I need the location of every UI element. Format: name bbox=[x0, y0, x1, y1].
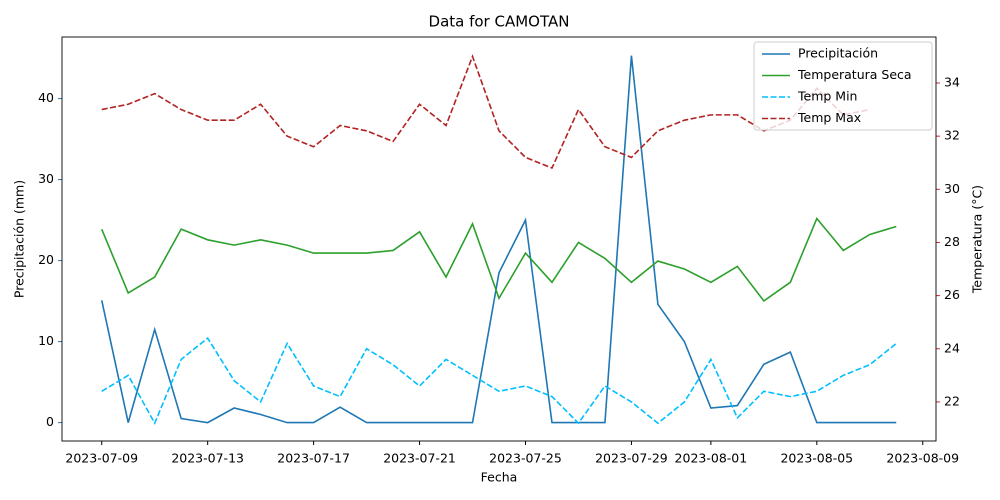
y2-axis-label: Temperatura (°C) bbox=[970, 185, 985, 294]
y-tick-label: 40 bbox=[38, 90, 54, 105]
x-axis-label: Fecha bbox=[481, 470, 518, 485]
y-tick-label: 30 bbox=[38, 171, 54, 186]
y-axis-label: Precipitación (mm) bbox=[12, 180, 27, 298]
series-line bbox=[100, 216, 897, 303]
series-line bbox=[101, 54, 870, 170]
x-tick-label: 2023-07-17 bbox=[277, 451, 350, 466]
y2-tick-label: 26 bbox=[944, 287, 960, 302]
legend-label: Temp Min bbox=[797, 89, 857, 104]
x-tick-label: 2023-08-05 bbox=[780, 451, 853, 466]
legend: Precipitación Temperatura Seca Temp Min Tem… bbox=[753, 41, 933, 131]
y-tick-label: 0 bbox=[46, 414, 54, 429]
x-tick-label: 2023-07-13 bbox=[171, 451, 244, 466]
legend-label: Temp Max bbox=[797, 110, 861, 125]
legend-label: Temperatura Seca bbox=[797, 67, 912, 82]
y2-tick-label: 30 bbox=[944, 181, 960, 196]
y2-tick-label: 24 bbox=[944, 340, 960, 355]
series-line bbox=[100, 55, 897, 424]
y-tick-label: 20 bbox=[38, 252, 54, 267]
x-tick-label: 2023-08-01 bbox=[675, 451, 748, 466]
y2-tick-label: 28 bbox=[944, 234, 960, 249]
plot-frame bbox=[61, 36, 937, 442]
x-tick-label: 2023-07-09 bbox=[65, 451, 138, 466]
x-tick-label: 2023-07-25 bbox=[489, 451, 562, 466]
x-tick-label: 2023-08-09 bbox=[886, 451, 959, 466]
chart-title: Data for CAMOTAN bbox=[429, 13, 570, 31]
x-tick-label: 2023-07-29 bbox=[595, 451, 668, 466]
legend-label: Precipitación bbox=[798, 46, 878, 61]
y-tick-label: 10 bbox=[38, 333, 54, 348]
series-line bbox=[101, 336, 897, 426]
y2-tick-label: 22 bbox=[944, 393, 960, 408]
y2-tick-label: 34 bbox=[944, 74, 960, 89]
x-tick-label: 2023-07-21 bbox=[383, 451, 456, 466]
legend-box bbox=[753, 41, 933, 131]
y2-tick-label: 32 bbox=[944, 128, 960, 143]
